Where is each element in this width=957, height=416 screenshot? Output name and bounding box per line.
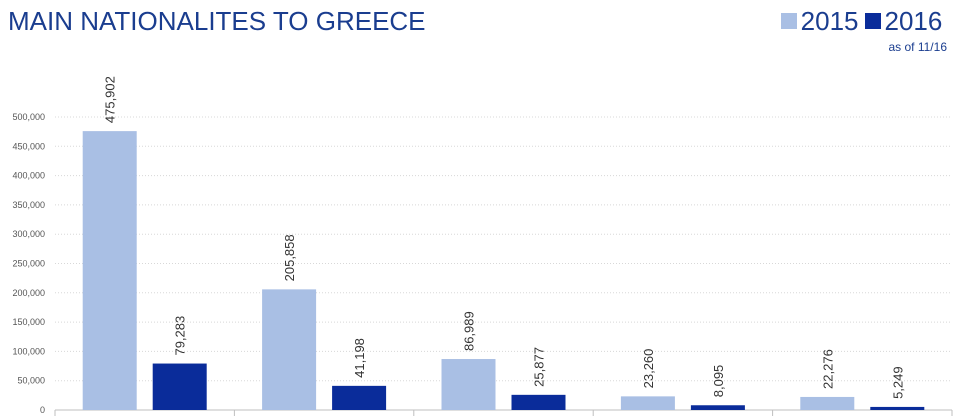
legend-item-2016: 2016 as of 11/16 [864,6,948,54]
bar-2015-1 [82,131,137,410]
chart-legend: 2015 2016 as of 11/16 [780,6,948,54]
bar-2016-2 [332,385,387,410]
data-label-2016-3: 25,877 [532,347,547,387]
y-tick-label: 250,000 [12,259,45,269]
data-label-2015-2: 205,858 [282,234,297,281]
data-label-2016-4: 8,095 [711,365,726,398]
bar-2015-5 [800,396,855,410]
bar-2016-5 [870,406,925,410]
y-tick-label: 450,000 [12,141,45,151]
legend-label-2016: 2016 [884,6,943,36]
data-label-2015-5: 22,276 [820,349,835,389]
data-label-2015-3: 86,989 [462,311,477,351]
data-label-2015-1: 475,902 [103,76,118,123]
bar-2015-3 [441,359,496,410]
data-label-2015-4: 23,260 [641,349,656,389]
data-label-2016-2: 41,198 [352,338,367,378]
bar-2015-4 [620,396,675,410]
chart-title: MAIN NATIONALITES TO GREECE [8,6,426,36]
y-tick-label: 500,000 [12,112,45,122]
legend-note-2016: as of 11/16 [888,40,948,54]
bar-2016-1 [152,363,207,410]
bar-2015-2 [262,289,317,410]
legend-item-2015: 2015 [780,6,859,36]
bar-2016-4 [690,405,745,410]
bar-2016-3 [511,394,566,410]
y-tick-label: 350,000 [12,200,45,210]
y-tick-label: 50,000 [17,376,45,386]
y-tick-label: 0 [40,405,45,415]
data-label-2016-5: 5,249 [890,366,905,399]
legend-swatch-2015 [780,13,797,29]
legend-swatch-2016 [864,13,881,29]
legend-label-2015: 2015 [800,6,859,36]
y-tick-label: 400,000 [12,171,45,181]
y-tick-label: 200,000 [12,288,45,298]
y-tick-label: 150,000 [12,317,45,327]
data-label-2016-1: 79,283 [173,316,188,356]
y-tick-label: 300,000 [12,229,45,239]
y-tick-label: 100,000 [12,346,45,356]
